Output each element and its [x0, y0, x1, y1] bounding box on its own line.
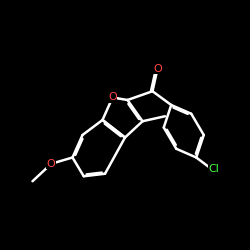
Text: O: O — [47, 159, 56, 169]
Text: O: O — [108, 92, 117, 102]
Text: O: O — [153, 64, 162, 74]
Text: Cl: Cl — [208, 164, 219, 174]
